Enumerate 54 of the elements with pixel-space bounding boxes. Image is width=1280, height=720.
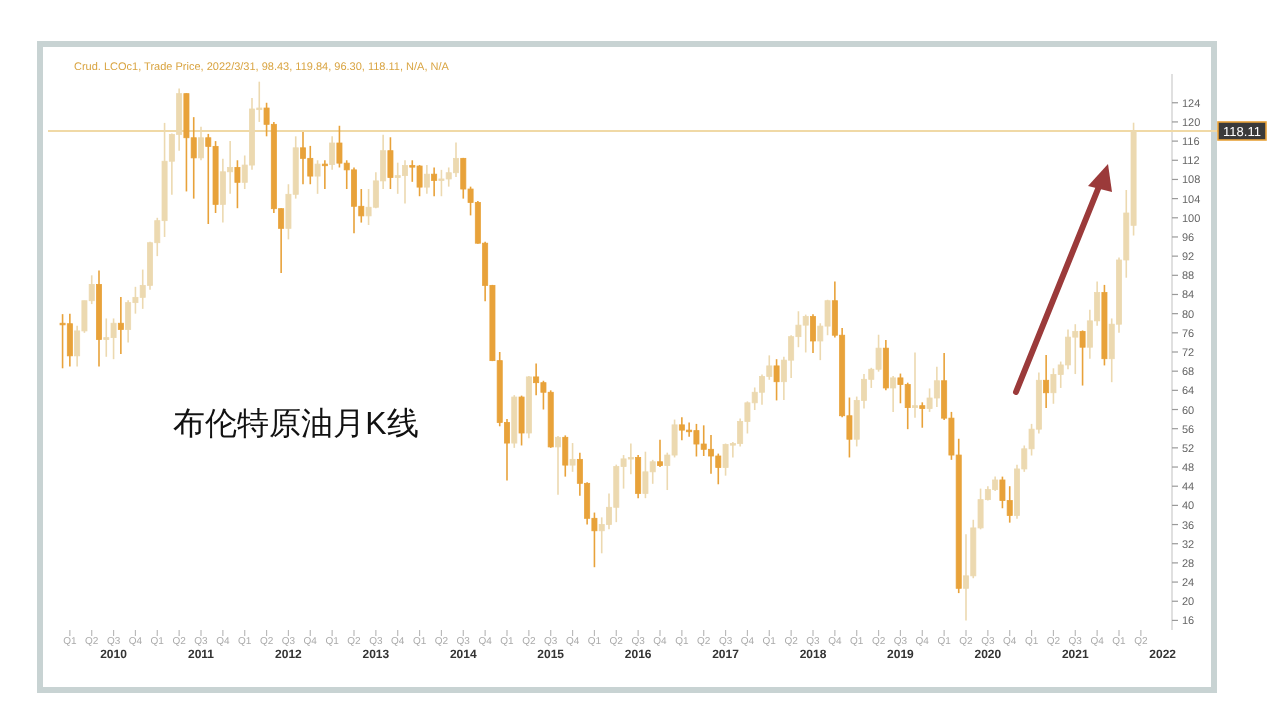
candlestick: [438, 169, 445, 198]
candlestick: [533, 362, 540, 396]
candlestick: [329, 135, 336, 171]
candlestick: [919, 401, 926, 429]
candlestick: [555, 435, 561, 496]
candlestick: [1043, 354, 1050, 409]
candlestick: [365, 188, 372, 226]
candlestick: [423, 164, 430, 195]
candlestick: [773, 358, 780, 402]
candlestick: [904, 381, 911, 430]
candlestick: [59, 313, 66, 370]
candlestick: [518, 394, 525, 447]
candlestick: [562, 434, 569, 478]
candlestick: [351, 166, 357, 234]
candlestick: [912, 351, 918, 419]
candlestick: [394, 161, 401, 195]
candlestick: [1079, 329, 1086, 387]
candlestick: [1006, 485, 1013, 524]
candlestick: [205, 133, 212, 225]
candlestick: [66, 312, 73, 368]
candlestick: [460, 157, 467, 200]
candlestick: [314, 159, 321, 195]
candlestick: [183, 92, 190, 193]
candlestick: [627, 442, 634, 476]
annotation: 布伦特原油月K线: [173, 406, 419, 442]
candlestick: [657, 438, 663, 468]
candlestick: [722, 442, 729, 477]
candlestick: [103, 317, 110, 358]
candlestick: [569, 442, 576, 473]
candlestick: [810, 313, 816, 354]
candlestick: [409, 159, 416, 183]
candlestick: [635, 454, 642, 499]
candlestick: [110, 317, 117, 360]
candlestick: [387, 136, 394, 190]
candlestick: [321, 159, 328, 190]
candlestick: [300, 131, 306, 186]
candlestick: [933, 366, 940, 408]
candlestick: [802, 313, 809, 354]
candlestick: [416, 164, 423, 198]
candlestick: [678, 416, 685, 441]
candlestick: [234, 159, 241, 210]
candlestick: [402, 159, 408, 205]
candlestick: [890, 375, 897, 413]
candlestick: [882, 339, 889, 392]
candlestick: [1050, 367, 1057, 405]
candlestick: [686, 421, 693, 438]
candlestick: [117, 296, 124, 355]
candlestick: [125, 299, 132, 344]
candlestick: [693, 423, 700, 458]
candlestick: [1072, 323, 1079, 375]
candlestick: [511, 394, 518, 449]
candlestick: [613, 463, 620, 523]
candlestick: [431, 166, 438, 198]
candlestick: [642, 450, 649, 499]
